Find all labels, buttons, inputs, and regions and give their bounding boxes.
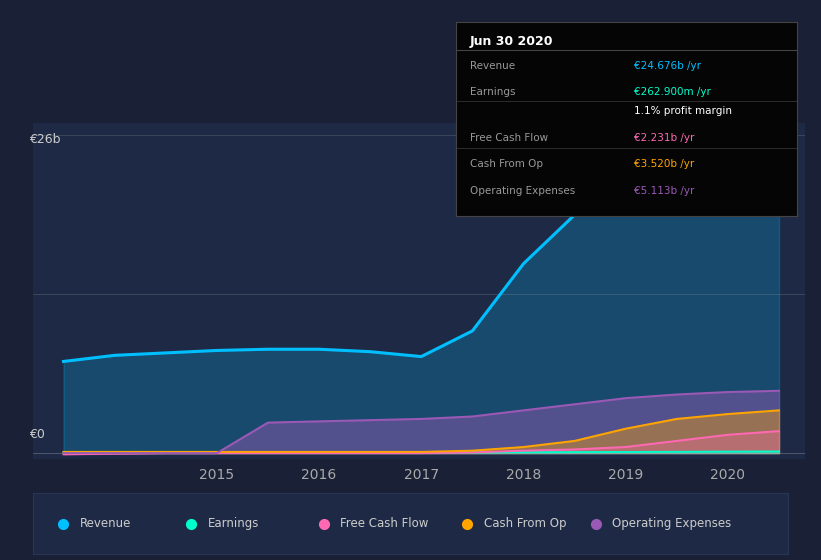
- Text: €5.113b /yr: €5.113b /yr: [634, 186, 694, 197]
- Text: €0: €0: [29, 428, 44, 441]
- Text: Earnings: Earnings: [470, 87, 516, 97]
- Text: Jun 30 2020: Jun 30 2020: [470, 35, 553, 48]
- Text: €2.231b /yr: €2.231b /yr: [634, 133, 694, 143]
- Text: Free Cash Flow: Free Cash Flow: [340, 517, 429, 530]
- Text: €3.520b /yr: €3.520b /yr: [634, 160, 694, 170]
- Text: €262.900m /yr: €262.900m /yr: [634, 87, 710, 97]
- Text: Free Cash Flow: Free Cash Flow: [470, 133, 548, 143]
- Text: Cash From Op: Cash From Op: [470, 160, 544, 170]
- Text: €24.676b /yr: €24.676b /yr: [634, 61, 700, 71]
- Text: 1.1% profit margin: 1.1% profit margin: [634, 106, 732, 116]
- Text: Cash From Op: Cash From Op: [484, 517, 566, 530]
- Text: Earnings: Earnings: [208, 517, 259, 530]
- Text: Operating Expenses: Operating Expenses: [612, 517, 732, 530]
- Text: €26b: €26b: [29, 133, 60, 146]
- Text: Operating Expenses: Operating Expenses: [470, 186, 576, 197]
- Text: Revenue: Revenue: [80, 517, 131, 530]
- Text: Revenue: Revenue: [470, 61, 516, 71]
